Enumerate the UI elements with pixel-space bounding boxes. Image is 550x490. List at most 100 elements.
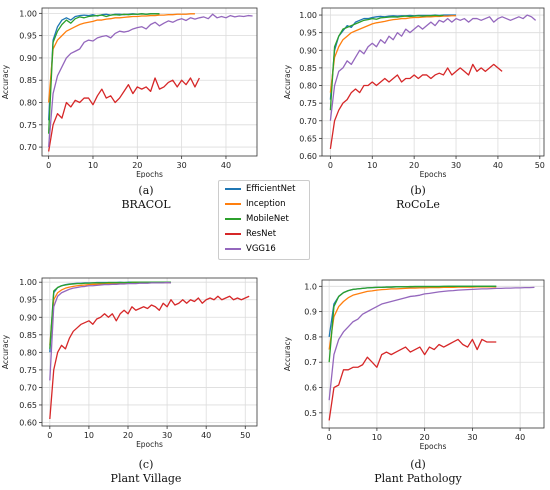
y-tick-label: 0.95 <box>19 32 37 41</box>
y-tick-label: 0.65 <box>299 134 317 143</box>
panel-label-b: (b) <box>410 184 426 197</box>
x-tick-label: 50 <box>240 431 250 440</box>
y-tick-label: 0.65 <box>19 401 37 410</box>
series-line-inception <box>329 15 457 93</box>
x-tick-label: 30 <box>177 161 187 170</box>
series-line-mobilenet <box>49 281 171 349</box>
chart-rocole: 0 10 20 30 40 50 0.60 0.65 0.70 0.75 0.80 0.85 0.90 0… <box>283 7 545 178</box>
y-tick-label: 0.80 <box>19 99 37 108</box>
caption-d: (d) Plant Pathology <box>318 458 518 486</box>
x-tick-label: 40 <box>493 161 503 170</box>
panel-label-c: (c) <box>138 458 154 471</box>
y-tick-label: 0.75 <box>19 121 37 130</box>
legend-item: ResNet <box>225 227 276 241</box>
x-tick-label: 20 <box>123 431 133 440</box>
y-axis-label: Accuracy <box>283 336 292 371</box>
y-tick-label: 0.70 <box>299 117 317 126</box>
y-axis-label: Accuracy <box>1 334 10 369</box>
legend-label: MobileNet <box>246 214 289 224</box>
panel-label-a: (a) <box>138 184 154 197</box>
series-line-vgg16 <box>328 286 535 401</box>
dataset-name-a: BRACOL <box>121 198 171 211</box>
chart-plant-village: 0 10 20 30 40 50 0.60 0.65 0.70 0.75 0.80 0.85 0.90 0… <box>1 277 258 449</box>
series-line-vgg16 <box>49 281 172 381</box>
x-axis-label: Epochs <box>136 170 163 178</box>
x-tick-label: 20 <box>420 433 430 442</box>
plot-frame <box>321 279 545 429</box>
series-line-mobilenet <box>329 14 444 111</box>
dataset-name-d: Plant Pathology <box>374 472 462 485</box>
x-axis-label: Epochs <box>420 170 447 178</box>
legend-swatch <box>225 233 241 235</box>
x-tick-label: 40 <box>201 431 211 440</box>
legend-swatch <box>225 203 241 205</box>
x-tick-label: 10 <box>372 433 382 442</box>
series-line-resnet <box>49 295 250 420</box>
y-tick-label: 0.70 <box>19 383 37 392</box>
y-axis-label: Accuracy <box>1 64 10 99</box>
series-line-mobilenet <box>48 13 160 134</box>
legend-item: EfficientNet <box>225 182 296 196</box>
y-tick-label: 0.5 <box>304 409 317 418</box>
x-tick-label: 0 <box>47 431 52 440</box>
x-tick-label: 0 <box>46 161 51 170</box>
y-tick-label: 0.85 <box>19 331 37 340</box>
chart-bracol: 0 10 20 30 40 0.70 0.75 0.80 0.85 0.90 0.95 1.00 Epo… <box>1 7 258 178</box>
dataset-name-b: RoCoLe <box>396 198 440 211</box>
x-tick-label: 50 <box>535 161 545 170</box>
y-tick-label: 0.8 <box>304 333 317 342</box>
series-line-inception <box>49 281 171 346</box>
x-axis-label: Epochs <box>420 442 447 450</box>
y-tick-label: 0.90 <box>19 54 37 63</box>
legend-swatch <box>225 188 241 190</box>
x-tick-label: 0 <box>327 433 332 442</box>
legend-label: EfficientNet <box>246 184 296 194</box>
y-tick-label: 0.95 <box>19 296 37 305</box>
x-tick-label: 30 <box>162 431 172 440</box>
legend-label: ResNet <box>246 229 277 239</box>
series-line-efficientnet <box>329 14 457 100</box>
y-tick-label: 1.00 <box>19 278 37 287</box>
legend-swatch <box>225 248 241 250</box>
y-tick-label: 0.85 <box>19 76 37 85</box>
dataset-name-c: Plant Village <box>110 472 182 485</box>
x-tick-label: 10 <box>84 431 94 440</box>
legend-item: Inception <box>225 197 285 211</box>
x-tick-label: 30 <box>451 161 461 170</box>
caption-b: (b) RoCoLe <box>318 184 518 212</box>
y-tick-label: 0.95 <box>299 29 317 38</box>
y-tick-label: 0.7 <box>304 358 317 367</box>
series-line-vgg16 <box>329 14 537 121</box>
legend-item: MobileNet <box>225 212 289 226</box>
x-tick-label: 40 <box>515 433 525 442</box>
y-tick-label: 0.85 <box>299 64 317 73</box>
legend-label: Inception <box>246 199 286 209</box>
plot-frame <box>321 7 545 157</box>
caption-a: (a) BRACOL <box>46 184 246 212</box>
y-tick-label: 1.00 <box>19 9 37 18</box>
y-tick-label: 1.00 <box>299 11 317 20</box>
x-tick-label: 0 <box>328 161 333 170</box>
y-tick-label: 0.70 <box>19 143 37 152</box>
x-tick-label: 30 <box>467 433 477 442</box>
plot-frame <box>41 7 258 157</box>
series-line-inception <box>328 286 497 350</box>
x-tick-label: 40 <box>221 161 231 170</box>
y-tick-label: 0.90 <box>19 313 37 322</box>
series-line-resnet <box>48 77 200 152</box>
legend-swatch <box>225 218 241 220</box>
series-line-resnet <box>329 63 503 150</box>
y-tick-label: 0.75 <box>19 366 37 375</box>
y-tick-label: 0.60 <box>299 152 317 161</box>
x-axis-label: Epochs <box>136 440 163 449</box>
y-tick-label: 0.80 <box>299 82 317 91</box>
x-tick-label: 10 <box>88 161 98 170</box>
x-tick-label: 20 <box>409 161 419 170</box>
series-line-mobilenet <box>328 285 497 363</box>
y-tick-label: 1.0 <box>304 282 317 291</box>
caption-c: (c) Plant Village <box>46 458 246 486</box>
y-axis-label: Accuracy <box>283 64 292 99</box>
chart-legend: EfficientNet Inception MobileNet ResNet … <box>218 180 310 260</box>
series-line-inception <box>48 13 195 103</box>
